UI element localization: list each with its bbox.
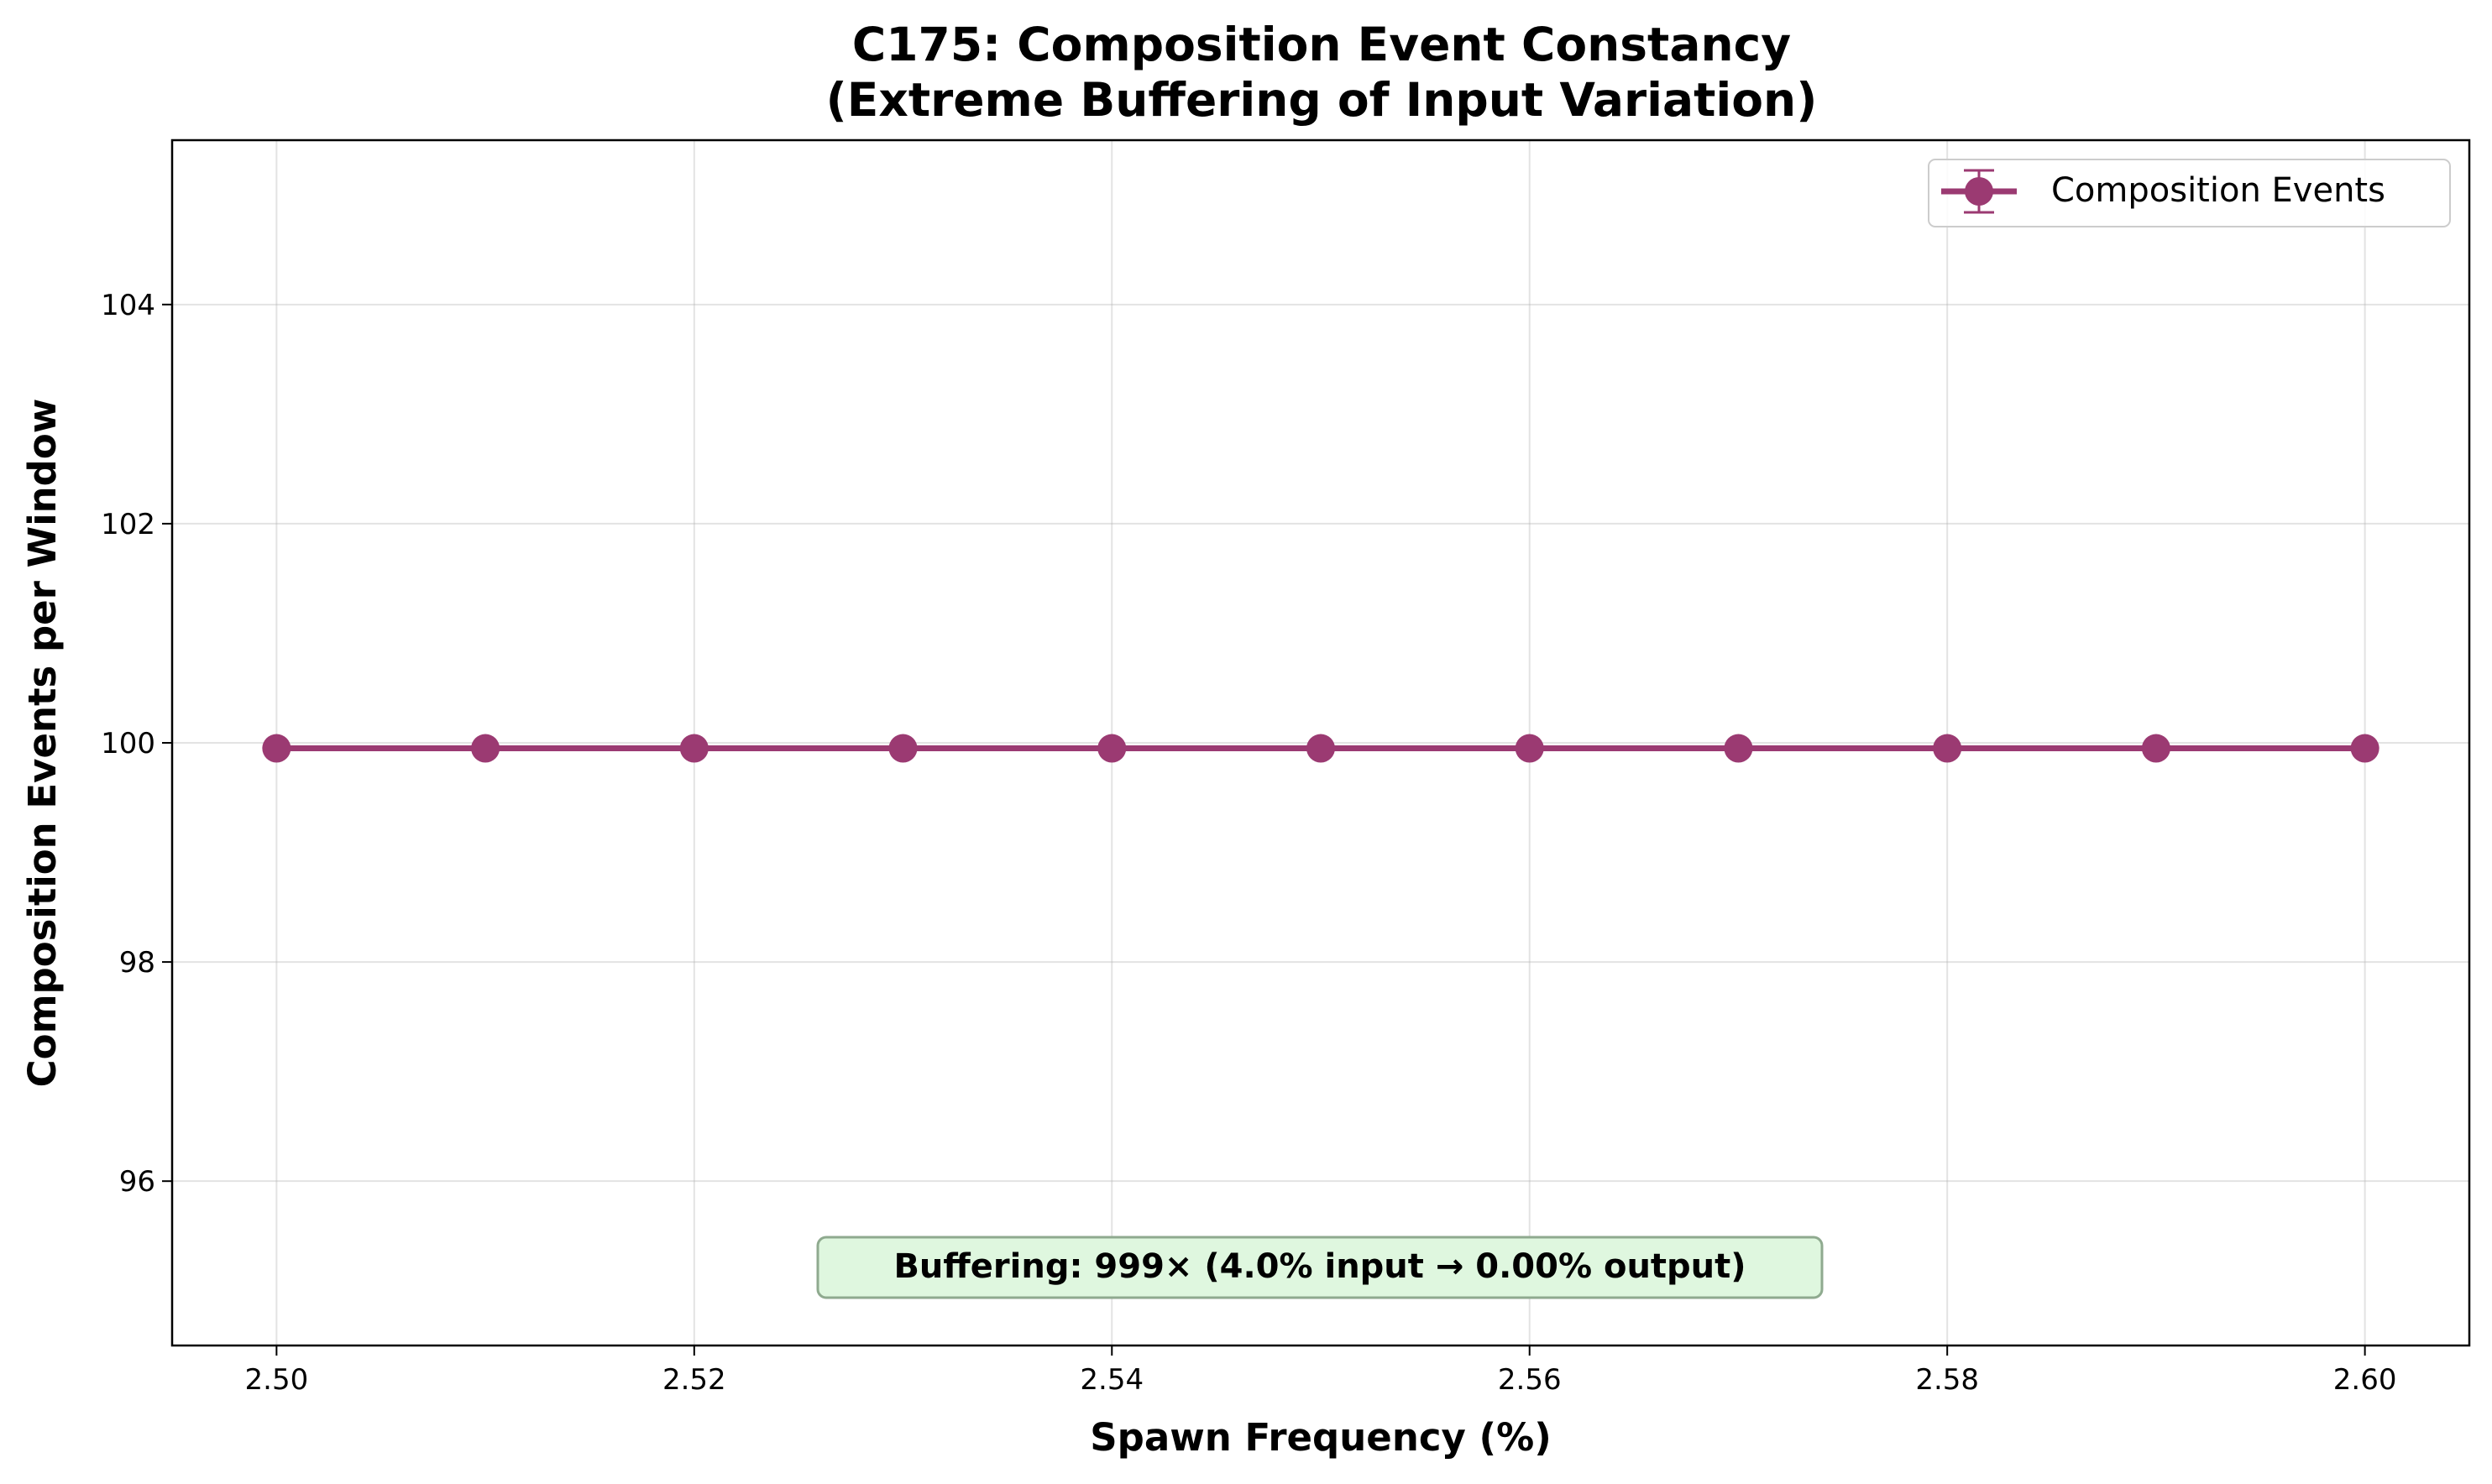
data-point xyxy=(2350,734,2379,763)
data-point xyxy=(2141,734,2170,763)
y-tick-label: 96 xyxy=(119,1165,155,1199)
annotation: Buffering: 999× (4.0% input → 0.00% outp… xyxy=(816,1236,1824,1299)
y-tick-label: 100 xyxy=(101,727,155,760)
legend-marker xyxy=(1965,177,1993,206)
data-point xyxy=(679,734,709,763)
data-point xyxy=(1724,734,1753,763)
legend: Composition Events xyxy=(1928,159,2451,227)
legend-swatch xyxy=(1941,169,2017,214)
legend-box xyxy=(1928,159,2451,227)
x-tick-label: 2.52 xyxy=(662,1363,726,1397)
data-point xyxy=(888,734,918,763)
chart-title-line-2: (Extreme Buffering of Input Variation) xyxy=(826,73,1818,127)
chart-title-line-1: C175: Composition Event Constancy xyxy=(852,18,1791,71)
data-point xyxy=(1306,734,1335,763)
data-point xyxy=(1097,734,1127,763)
y-tick-label: 102 xyxy=(101,508,155,541)
legend-label: Composition Events xyxy=(2051,171,2385,210)
data-point xyxy=(471,734,500,763)
annotation-box xyxy=(816,1236,1824,1299)
series-layer xyxy=(262,734,2379,763)
y-axis-label: Composition Events per Window xyxy=(20,399,65,1088)
x-tick-label: 2.50 xyxy=(245,1363,309,1397)
x-tick-label: 2.60 xyxy=(2333,1363,2397,1397)
y-tick-label: 98 xyxy=(119,946,155,980)
x-tick-label: 2.56 xyxy=(1498,1363,1562,1397)
y-tick-label: 104 xyxy=(101,289,155,322)
data-point xyxy=(1933,734,1962,763)
data-point xyxy=(1515,734,1544,763)
x-tick-label: 2.54 xyxy=(1080,1363,1144,1397)
y-axis-ticks: 96 98 100 102 104 xyxy=(101,289,172,1199)
x-axis-ticks: 2.50 2.52 2.54 2.56 2.58 2.60 xyxy=(245,1346,2397,1397)
annotation-text: Buffering: 999× (4.0% input → 0.00% outp… xyxy=(893,1247,1746,1286)
x-axis-label: Spawn Frequency (%) xyxy=(1090,1415,1552,1460)
x-tick-label: 2.58 xyxy=(1915,1363,1979,1397)
data-point xyxy=(262,734,291,763)
